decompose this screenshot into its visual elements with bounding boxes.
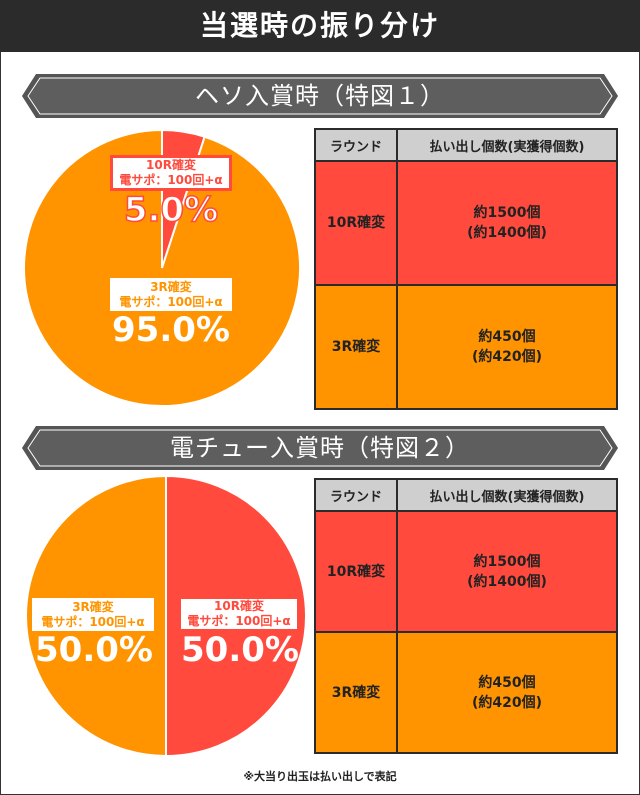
table-2-row-2-actual-value: (約420個) — [471, 694, 543, 711]
section-title-2: 電チュー入賞時（特図２） — [170, 434, 470, 462]
payout-table-2: ラウンド 払い出し個数(実獲得個数) 10R確変 約1500個 (約1400個)… — [314, 478, 618, 754]
table-2-row-1-round: 10R確変 — [314, 510, 398, 633]
table-1-row-2-round: 3R確変 — [314, 284, 398, 410]
pie-1-slice-2 — [23, 128, 301, 407]
table-1-header-payout: 払い出し個数(実獲得個数) — [396, 128, 618, 162]
pie-1-label-3r-line1: 3R確変 — [150, 280, 192, 294]
pie-2-label-3r: 3R確変 電サポ：100回+α — [32, 598, 154, 631]
table-2-row-1-actual-value: (約1400個) — [467, 573, 547, 590]
table-1-row-1-actual-value: (約1400個) — [467, 225, 547, 241]
table-2-row-2-payout: 約450個 (約420個) — [396, 631, 618, 754]
table-1-row-1-payout: 約1500個 (約1400個) — [396, 160, 618, 286]
table-2-row-1-payout: 約1500個 (約1400個) — [396, 510, 618, 633]
table-2-row-1-payout-value: 約1500個 — [473, 553, 541, 570]
main-title-bar: 当選時の振り分け — [0, 0, 640, 52]
pie-1-pct-3r: 95.0% — [112, 310, 230, 350]
banner-shape-1 — [22, 74, 618, 118]
pie-2-pct-10r: 50.0% — [181, 630, 299, 670]
banner-shape-2 — [22, 426, 618, 470]
pie-2-label-3r-line2: 電サポ：100回+α — [41, 615, 145, 629]
pie-1-pct-10r: 5.0% — [123, 189, 219, 231]
page-title: 当選時の振り分け — [199, 9, 440, 42]
table-2-header-round: ラウンド — [314, 478, 398, 512]
table-2-row-2-payout-value: 約450個 — [478, 674, 536, 691]
section-banner-1: ヘソ入賞時（特図１） — [22, 74, 618, 118]
payout-table-1: ラウンド 払い出し個数(実獲得個数) 10R確変 約1500個 (約1400個)… — [314, 128, 618, 410]
table-2-row-2-round: 3R確変 — [314, 631, 398, 754]
table-row: 3R確変 約450個 (約420個) — [314, 284, 618, 410]
table-1-row-1-round: 10R確変 — [314, 160, 398, 286]
pie-1-label-3r: 3R確変 電サポ：100回+α — [110, 278, 232, 311]
section-banner-2: 電チュー入賞時（特図２） — [22, 426, 618, 470]
table-row: 3R確変 約450個 (約420個) — [314, 631, 618, 754]
pie-1-label-10r: 10R確変 電サポ：100回+α — [110, 155, 232, 191]
table-1-header-row: ラウンド 払い出し個数(実獲得個数) — [314, 128, 618, 162]
pie-2-label-10r-line1: 10R確変 — [214, 599, 264, 613]
table-1-row-2-actual-value: (約420個) — [471, 349, 543, 365]
table-1-row-2-payout: 約450個 (約420個) — [396, 284, 618, 410]
pie-2-label-3r-line1: 3R確変 — [72, 600, 114, 614]
table-1-row-1-payout-value: 約1500個 — [473, 205, 541, 221]
table-1-header-round: ラウンド — [314, 128, 398, 162]
pie-1-svg — [23, 128, 301, 407]
section-title-1: ヘソ入賞時（特図１） — [195, 82, 445, 110]
pie-2-pct-3r: 50.0% — [35, 630, 153, 670]
table-2-header-payout: 払い出し個数(実獲得個数) — [396, 478, 618, 512]
table-1-row-2-payout-value: 約450個 — [478, 329, 536, 345]
pie-chart-1 — [22, 128, 302, 408]
table-row: 10R確変 約1500個 (約1400個) — [314, 510, 618, 633]
table-2-header-row: ラウンド 払い出し個数(実獲得個数) — [314, 478, 618, 512]
pie-2-label-10r-line2: 電サポ：100回+α — [187, 614, 291, 628]
pie-1-label-10r-line1: 10R確変 — [146, 158, 196, 172]
pie-2-label-10r: 10R確変 電サポ：100回+α — [178, 596, 300, 632]
footnote: ※大当り出玉は払い出しで表記 — [243, 770, 397, 783]
pie-1-label-3r-line2: 電サポ：100回+α — [119, 295, 223, 309]
pie-1-label-10r-line2: 電サポ：100回+α — [119, 173, 223, 187]
table-row: 10R確変 約1500個 (約1400個) — [314, 160, 618, 286]
